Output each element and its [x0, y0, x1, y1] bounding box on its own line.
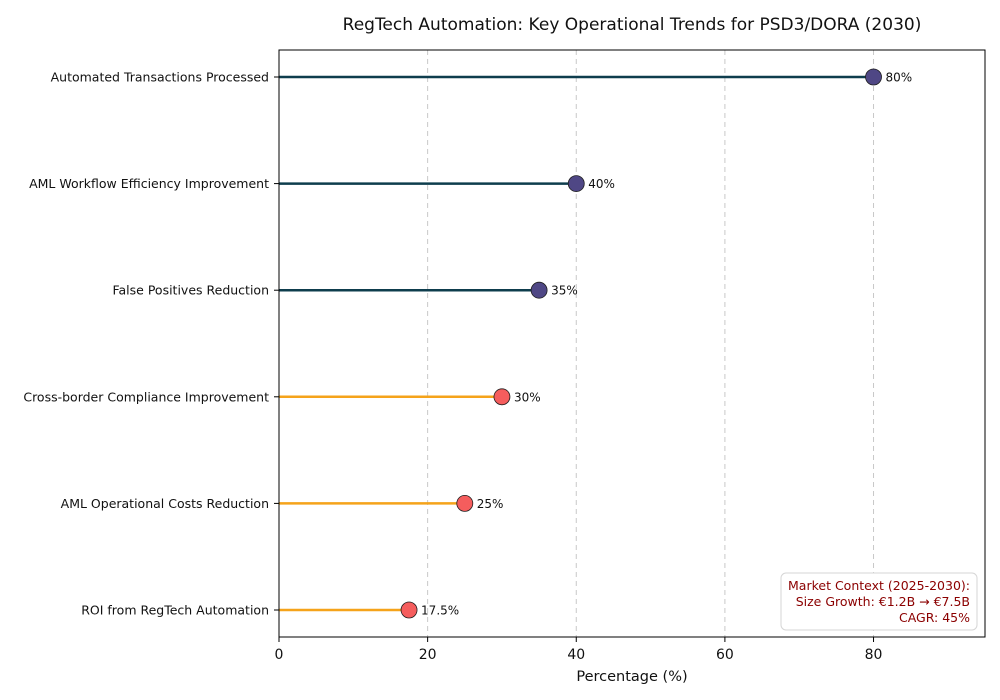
lollipop-marker: [456, 494, 474, 512]
annotation-box: [780, 572, 978, 631]
y-tick-label: Cross-border Compliance Improvement: [23, 389, 269, 404]
data-label: 35%: [551, 284, 578, 298]
label-layer: 80% 40% 35% 30% 25% 17.5%: [421, 71, 912, 618]
marker-layer: [400, 68, 882, 619]
lollipop-marker: [567, 175, 585, 193]
annotation-line: CAGR: 45%: [899, 610, 970, 625]
market-context-annotation: Market Context (2025-2030):Size Growth: …: [780, 572, 978, 631]
annotation-line: Market Context (2025-2030):: [788, 578, 970, 593]
data-label: 25%: [477, 497, 504, 511]
annotation-line: Size Growth: €1.2B → €7.5B: [796, 594, 970, 609]
lollipop-marker: [530, 281, 548, 299]
x-tick-label: 20: [419, 647, 437, 663]
stem-layer: [279, 75, 874, 612]
data-label: 17.5%: [421, 604, 459, 618]
x-tick-label: 60: [716, 647, 734, 663]
axis-layer: 0 20 40 60 80 Automated Transactions Processe…: [23, 49, 986, 663]
lollipop-marker: [865, 68, 882, 86]
x-tick-label: 80: [865, 647, 883, 663]
chart-title: RegTech Automation: Key Operational Tren…: [343, 15, 922, 35]
y-tick-label: Automated Transactions Processed: [51, 70, 269, 85]
x-tick-label: 40: [567, 647, 585, 663]
data-label: 30%: [514, 390, 541, 404]
lollipop-marker: [400, 601, 418, 619]
x-tick-label: 0: [275, 647, 284, 663]
y-tick-label: AML Workflow Efficiency Improvement: [29, 176, 269, 191]
y-tick-label: False Positives Reduction: [112, 283, 269, 298]
y-tick-label: ROI from RegTech Automation: [81, 603, 269, 618]
grid-layer: [427, 50, 875, 637]
x-axis-title: Percentage (%): [576, 669, 687, 685]
y-tick-label: AML Operational Costs Reduction: [61, 496, 269, 511]
lollipop-marker: [493, 388, 511, 406]
data-label: 80%: [886, 71, 913, 85]
data-label: 40%: [588, 177, 615, 191]
plot-frame: [278, 49, 986, 638]
